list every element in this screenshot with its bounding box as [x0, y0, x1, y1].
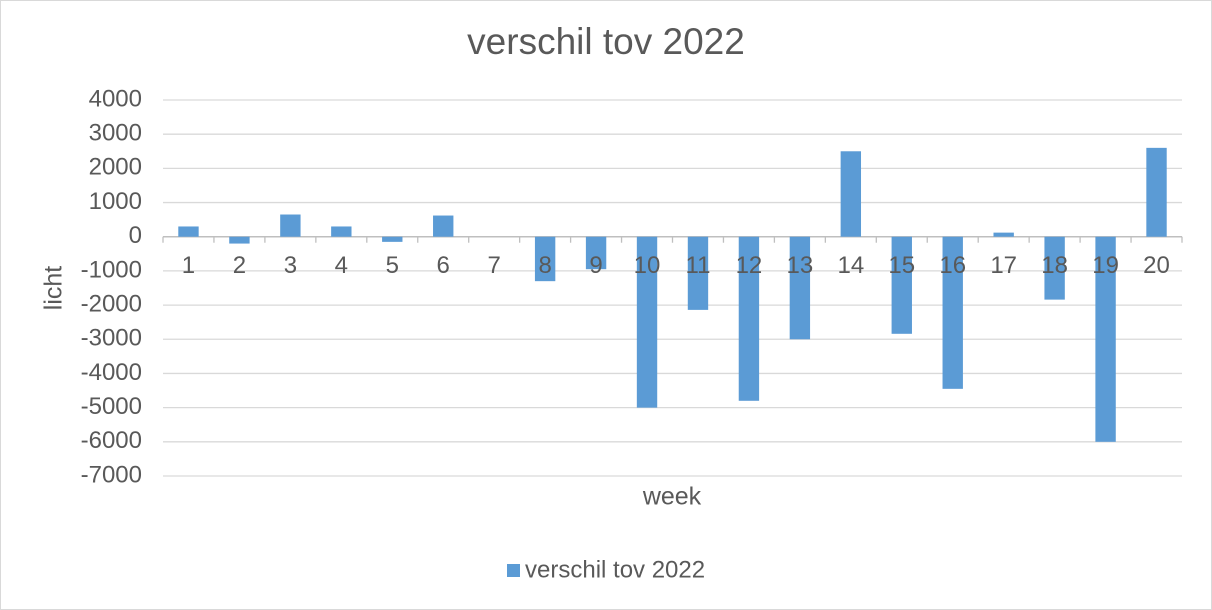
bar [229, 236, 250, 244]
x-tick-label: 8 [538, 252, 551, 279]
x-tick-label: 16 [939, 252, 966, 279]
y-tick-label: -5000 [81, 393, 142, 420]
bar [331, 226, 352, 237]
y-tick-label: 1000 [89, 188, 142, 215]
x-tick-label: 9 [589, 252, 602, 279]
bar [280, 214, 301, 237]
y-tick-label: 0 [129, 222, 142, 249]
legend-label: verschil tov 2022 [525, 556, 705, 583]
bar [738, 236, 760, 401]
bar [1044, 236, 1065, 300]
chart-title: verschil tov 2022 [467, 21, 745, 62]
bar [178, 226, 199, 237]
x-tick-label: 10 [634, 252, 661, 279]
x-tick-label: 7 [487, 252, 500, 279]
legend-swatch [507, 564, 520, 577]
y-tick-label: 2000 [89, 154, 142, 181]
bar [534, 236, 556, 282]
bar [687, 236, 709, 310]
bar [789, 236, 811, 340]
x-tick-label: 5 [386, 252, 399, 279]
y-tick-label: 4000 [89, 85, 142, 112]
bar [636, 236, 658, 408]
y-tick-label: 3000 [89, 120, 142, 147]
x-tick-label: 3 [284, 252, 297, 279]
y-tick-label: -3000 [81, 325, 142, 352]
x-tick-label: 14 [837, 252, 864, 279]
y-axis-title: licht [40, 266, 68, 311]
y-tick-label: -7000 [81, 461, 142, 488]
x-tick-label: 11 [686, 252, 711, 279]
bar [942, 236, 963, 389]
x-tick-label: 2 [233, 252, 246, 279]
x-tick-label: 15 [888, 252, 915, 279]
x-tick-label: 19 [1092, 252, 1119, 279]
bar [1146, 147, 1167, 237]
x-tick-label: 4 [335, 252, 348, 279]
x-axis-title: week [642, 483, 702, 511]
y-tick-label: -2000 [81, 290, 142, 317]
bar [840, 151, 862, 237]
x-tick-label: 18 [1041, 252, 1068, 279]
bar [1095, 236, 1116, 442]
bar [382, 236, 403, 242]
y-tick-label: -1000 [81, 256, 142, 283]
x-tick-label: 20 [1143, 252, 1170, 279]
x-tick-label: 13 [787, 252, 814, 279]
x-tick-label: 12 [736, 252, 763, 279]
y-tick-label: -6000 [81, 427, 142, 454]
x-tick-label: 17 [990, 252, 1017, 279]
bar [891, 236, 912, 334]
bar [993, 232, 1014, 237]
x-tick-label: 6 [437, 252, 450, 279]
y-tick-label: -4000 [81, 359, 142, 386]
bar [585, 236, 607, 270]
bar [433, 215, 454, 237]
x-tick-label: 1 [182, 252, 195, 279]
